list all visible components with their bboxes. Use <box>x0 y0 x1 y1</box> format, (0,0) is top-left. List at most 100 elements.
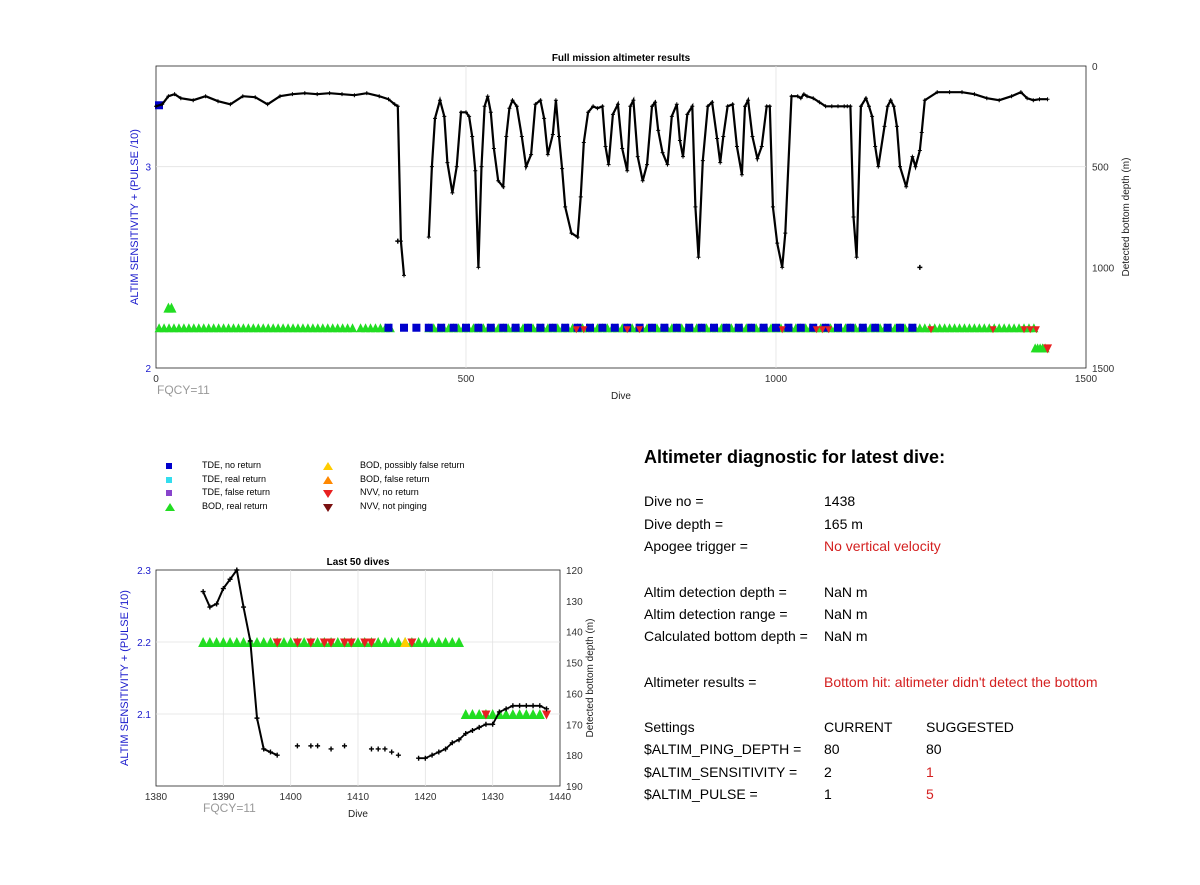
bod-real-return-marker <box>521 709 532 719</box>
depth-point <box>178 96 183 101</box>
depth-point <box>433 116 437 121</box>
depth-point <box>851 215 856 219</box>
y-tick-label: 2.3 <box>137 566 151 577</box>
tde-no-return-marker <box>821 323 830 332</box>
depth-point <box>327 91 332 96</box>
depth-point <box>922 98 927 103</box>
bod-real-return-marker <box>258 637 269 647</box>
depth-point <box>595 106 600 111</box>
legend-square-icon <box>166 490 172 496</box>
depth-point <box>402 273 406 278</box>
nvv-no-return-marker <box>542 710 552 720</box>
depth-point <box>342 743 348 749</box>
bod-real-return-marker <box>166 302 177 313</box>
bod-real-return-marker <box>507 709 518 719</box>
apogee-value: No vertical velocity <box>824 538 941 554</box>
depth-point <box>368 746 374 752</box>
tde-no-return-marker <box>747 323 756 332</box>
depth-point <box>294 743 300 749</box>
x-tick-label: 1440 <box>549 792 572 803</box>
depth-point <box>491 146 496 151</box>
tde-no-return-marker <box>883 323 892 332</box>
depth-point <box>364 91 369 96</box>
depth-point <box>718 160 723 165</box>
depth-point <box>290 92 295 97</box>
tde-no-return-marker <box>384 323 393 332</box>
bod-real-return-marker <box>299 637 310 647</box>
depth-point <box>984 96 989 101</box>
depth-point <box>352 93 357 98</box>
diagnostic-title: Altimeter diagnostic for latest dive: <box>644 447 946 467</box>
tde-no-return-marker <box>660 323 669 332</box>
depth-point <box>867 104 871 109</box>
depth-point <box>734 144 739 149</box>
depth-point <box>214 601 220 607</box>
tde-no-return-marker <box>511 323 520 332</box>
nvv-no-return-marker <box>407 638 417 648</box>
dive-no-value: 1438 <box>824 493 856 509</box>
depth-point <box>278 94 282 99</box>
y2-tick-label: 500 <box>1092 163 1109 174</box>
altim-det-range-label: Altim detection range = <box>644 606 788 622</box>
depth-point <box>600 104 605 109</box>
setting-suggested: 5 <box>926 786 934 802</box>
y-tick-label: 3 <box>145 163 151 174</box>
chart-full-mission: 0 500 1000 1500 2 3 0 500 1000 1500 Full mission a… <box>129 53 1132 402</box>
bod-real-return-marker <box>440 637 451 647</box>
bod-real-return-marker <box>534 709 545 719</box>
y-tick-label: 2.2 <box>137 638 151 649</box>
settings-header: Settings <box>644 719 695 735</box>
y2-tick-label: 180 <box>566 751 583 762</box>
depth-point <box>690 104 695 109</box>
depth-point <box>308 743 314 749</box>
setting-current: 2 <box>824 764 832 780</box>
depth-point <box>1031 98 1036 103</box>
calc-bottom-value: NaN m <box>824 628 868 644</box>
x-axis-label: Dive <box>348 809 368 820</box>
bod-real-return-marker <box>379 637 390 647</box>
depth-point <box>550 132 555 137</box>
depth-point <box>442 114 447 119</box>
bod-real-return-marker <box>501 709 512 719</box>
tde-no-return-marker <box>834 323 842 332</box>
nvv-no-return-marker <box>623 326 631 334</box>
depth-point <box>464 110 468 115</box>
depth-point <box>501 184 506 189</box>
depth-point <box>882 124 887 129</box>
bod-real-return-marker <box>514 709 525 719</box>
depth-point <box>780 265 785 270</box>
depth-point <box>823 104 828 109</box>
depth-point <box>454 164 459 169</box>
y2-tick-label: 1000 <box>1092 263 1115 274</box>
nvv-no-return-marker <box>1020 326 1028 334</box>
setting-current: 80 <box>824 741 840 757</box>
tde-no-return-marker <box>412 323 421 332</box>
depth-point <box>207 604 213 610</box>
depth-point <box>795 94 800 99</box>
depth-point <box>801 92 806 97</box>
bod-real-return-marker <box>460 709 471 719</box>
depth-point <box>247 638 253 644</box>
nvv-no-return-marker <box>346 638 356 648</box>
nvv-no-return-marker <box>1032 326 1040 334</box>
plot-frame <box>155 65 1087 369</box>
tde-no-return-marker <box>722 323 731 332</box>
depth-point <box>665 162 670 167</box>
depth-point <box>805 94 809 99</box>
bod-real-return-marker <box>332 637 343 647</box>
depth-point <box>935 90 940 95</box>
tde-no-return-marker <box>524 323 532 332</box>
depth-point <box>241 604 247 610</box>
setting-suggested: 80 <box>926 741 942 757</box>
tde-no-return-marker <box>759 323 768 332</box>
depth-point <box>898 164 902 169</box>
depth-point <box>858 104 863 109</box>
depth-point <box>610 112 615 117</box>
tde-no-return-marker <box>610 323 619 332</box>
depth-point <box>789 94 794 99</box>
depth-point <box>669 114 674 119</box>
legend-label: BOD, false return <box>360 474 430 484</box>
calc-bottom-label: Calculated bottom depth = <box>644 628 808 644</box>
tde-no-return-marker <box>437 323 446 332</box>
